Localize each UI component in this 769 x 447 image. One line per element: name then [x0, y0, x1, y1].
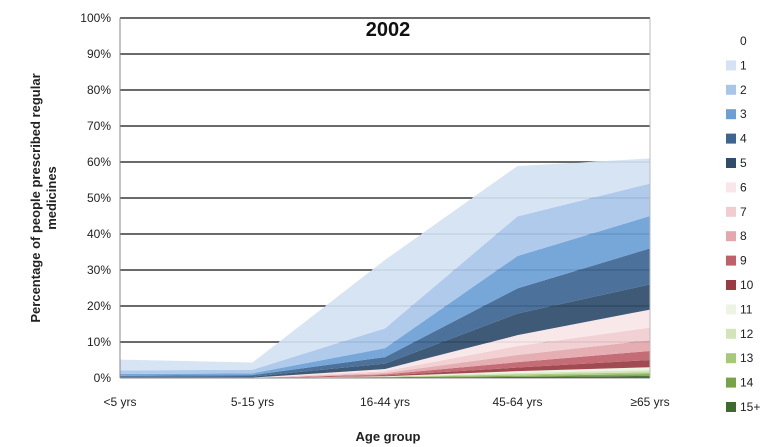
- legend-swatch: [726, 158, 736, 168]
- legend-item-15+: 15+: [726, 400, 760, 414]
- area-series-1: [120, 158, 650, 371]
- legend-label: 7: [740, 205, 747, 219]
- y-tick-label: 90%: [87, 47, 111, 61]
- area-series-8: [120, 340, 650, 378]
- area-series-9: [120, 351, 650, 378]
- x-tick-labels: <5 yrs 5-15 yrs 16-44 yrs 45-64 yrs ≥65 yrs: [103, 395, 669, 409]
- legend-swatch: [726, 206, 736, 217]
- y-tick-label: 80%: [87, 83, 111, 97]
- legend-item-3: 3: [726, 107, 747, 121]
- y-tick-label: 0%: [94, 371, 112, 385]
- legend-item-2: 2: [726, 83, 747, 97]
- x-tick-label: 16-44 yrs: [360, 395, 410, 409]
- y-tick-label: 70%: [87, 119, 111, 133]
- y-axis-label-line2: medicines: [44, 166, 59, 230]
- legend-label: 1: [740, 58, 747, 72]
- legend-label: 12: [740, 327, 754, 341]
- y-tick-label: 20%: [87, 299, 111, 313]
- legend-swatch: [726, 280, 736, 290]
- gridlines: [120, 17, 650, 379]
- area-series-10: [120, 360, 650, 378]
- legend-swatch: [726, 255, 736, 266]
- y-tick-label: 30%: [87, 263, 111, 277]
- legend-swatch: [726, 353, 736, 364]
- legend-swatch: [726, 328, 736, 339]
- legend-label: 4: [740, 132, 747, 146]
- x-tick-label: ≥65 yrs: [630, 395, 669, 409]
- area-series-2: [120, 183, 650, 375]
- axes: [119, 18, 651, 378]
- y-tick-labels: 0% 10% 20% 30% 40% 50% 60% 70% 80% 90% 100%: [80, 11, 111, 385]
- legend-label: 8: [740, 229, 747, 243]
- legend-item-10: 10: [726, 278, 754, 292]
- y-axis-label-line1: Percentage of people prescribed regular: [28, 73, 43, 322]
- legend-item-13: 13: [726, 351, 754, 365]
- legend-label: 3: [740, 107, 747, 121]
- y-tick-label: 60%: [87, 155, 111, 169]
- legend-label: 10: [740, 278, 754, 292]
- legend-item-7: 7: [726, 205, 747, 219]
- legend-swatch: [726, 377, 736, 388]
- legend-item-12: 12: [726, 327, 754, 341]
- x-tick-label: <5 yrs: [103, 395, 136, 409]
- legend-swatch: [726, 231, 736, 242]
- legend-label: 2: [740, 83, 747, 97]
- y-tick-label: 10%: [87, 335, 111, 349]
- legend-item-5: 5: [726, 156, 747, 170]
- legend-item-0: 0: [740, 34, 747, 48]
- legend-label: 11: [740, 302, 753, 316]
- legend-label: 0: [740, 34, 747, 48]
- legend-label: 15+: [740, 400, 760, 414]
- x-tick-label: 5-15 yrs: [231, 395, 274, 409]
- legend-label: 14: [740, 376, 754, 390]
- area-series-13: [120, 372, 650, 378]
- legend-swatch: [726, 84, 736, 95]
- y-tick-label: 40%: [87, 227, 111, 241]
- legend-label: 6: [740, 180, 747, 194]
- legend-swatch: [726, 402, 736, 412]
- legend-swatch: [726, 109, 736, 120]
- area-series-15+: [120, 375, 650, 378]
- legend-label: 13: [740, 351, 754, 365]
- legend-item-8: 8: [726, 229, 747, 243]
- legend-item-14: 14: [726, 376, 754, 390]
- legend-item-9: 9: [726, 254, 747, 268]
- legend-swatch: [726, 133, 736, 144]
- area-series-14: [120, 374, 650, 378]
- legend-item-1: 1: [726, 58, 747, 72]
- legend-item-6: 6: [726, 180, 747, 194]
- x-axis-label: Age group: [356, 429, 421, 444]
- chart-title: 2002: [366, 19, 411, 41]
- legend-swatch: [726, 60, 736, 71]
- legend-item-4: 4: [726, 132, 747, 146]
- stacked-areas: [120, 158, 650, 378]
- legend-label: 5: [740, 156, 747, 170]
- legend-label: 9: [740, 254, 747, 268]
- legend-swatch: [726, 304, 736, 315]
- y-tick-label: 100%: [80, 11, 111, 25]
- y-tick-label: 50%: [87, 191, 111, 205]
- legend-item-11: 11: [726, 302, 753, 316]
- legend-swatch: [726, 182, 736, 193]
- x-tick-label: 45-64 yrs: [492, 395, 542, 409]
